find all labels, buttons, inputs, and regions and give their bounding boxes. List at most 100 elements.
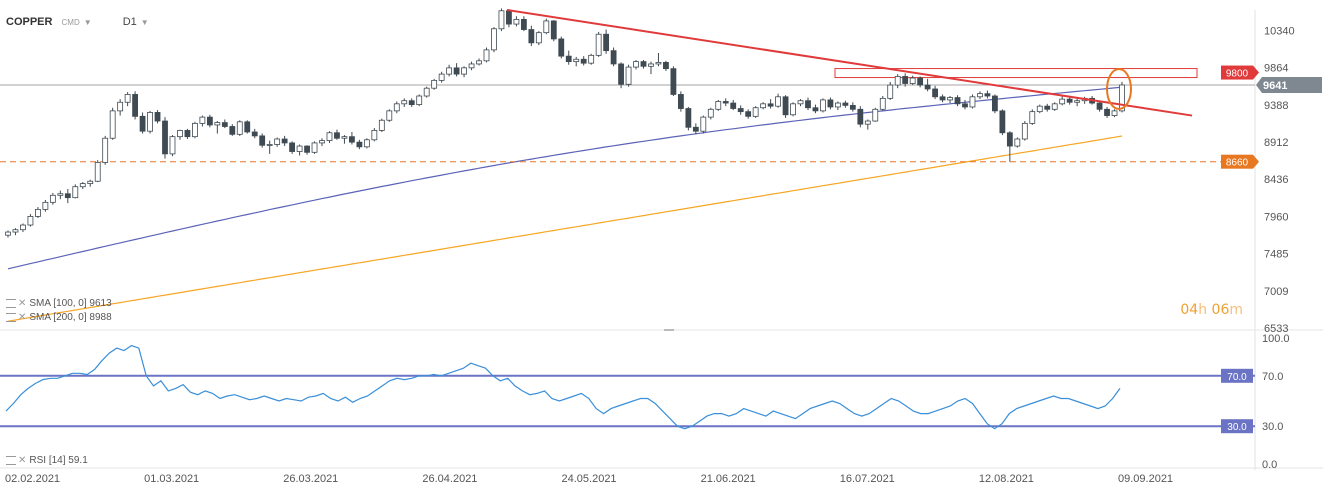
time-tick-label: 09.09.2021	[1118, 473, 1173, 485]
candle-down	[259, 135, 266, 146]
rsi-level-badge	[1221, 419, 1253, 434]
candle-down	[954, 97, 961, 105]
candle-up	[535, 32, 542, 44]
candle-down	[917, 77, 924, 86]
candle-down	[304, 145, 310, 153]
time-tick-label: 21.06.2021	[701, 473, 756, 485]
candle-down	[782, 96, 789, 116]
candle-down	[520, 18, 527, 30]
rsi-tick-label: 100.0	[1262, 333, 1290, 345]
candle-down	[827, 99, 834, 108]
candle-up	[513, 18, 520, 25]
close-icon[interactable]: ✕	[18, 455, 27, 466]
price-tick-label: 10340	[1264, 25, 1295, 37]
candle-up	[192, 122, 198, 138]
candle-down	[132, 94, 139, 117]
candle-down	[1044, 105, 1051, 110]
rsi-tick-label: 0.0	[1262, 459, 1277, 471]
candle-up	[236, 121, 243, 135]
candle-up	[319, 140, 325, 144]
symbol-label[interactable]: COPPER	[6, 16, 53, 28]
candle-down	[745, 111, 752, 117]
candle-down	[244, 121, 251, 133]
rsi-label: RSI [14] 59.1	[29, 455, 88, 466]
candle-down	[939, 96, 946, 101]
candle-up	[42, 201, 49, 210]
rsi-level-text: 70.0	[1227, 372, 1247, 383]
candle-down	[984, 93, 991, 97]
candle-up	[57, 193, 64, 196]
resistance-zone	[834, 68, 1198, 79]
timer-minutes-unit: m	[1229, 302, 1243, 318]
candle-up	[752, 107, 759, 117]
timer-minutes: 06	[1211, 302, 1230, 318]
candle-down	[805, 100, 811, 109]
candle-up	[177, 130, 183, 138]
candle-up	[1036, 105, 1043, 113]
indicator-settings-icon[interactable]	[6, 312, 16, 322]
candle-up	[700, 116, 707, 132]
candle-down	[722, 101, 729, 104]
price-tick-label: 9388	[1264, 100, 1288, 112]
candle-down	[558, 38, 565, 57]
legend-rsi: ✕ RSI [14] 59.1	[6, 455, 88, 466]
candle-down	[857, 108, 864, 125]
price-tick-label: 7009	[1264, 286, 1288, 298]
candle-up	[707, 108, 714, 118]
candle-down	[902, 76, 909, 84]
time-tick-label: 02.02.2021	[5, 473, 60, 485]
badge-9800-text: 9800	[1226, 69, 1249, 80]
candle-up	[102, 137, 109, 163]
candle-up	[872, 108, 879, 122]
candle-up	[79, 183, 86, 188]
candle-up	[401, 100, 408, 105]
candle-down	[991, 95, 998, 112]
candle-up	[438, 73, 445, 81]
candle-up	[393, 103, 400, 112]
candle-down	[334, 132, 340, 139]
candle-down	[453, 67, 460, 75]
rsi-tick-label: 30.0	[1262, 421, 1283, 433]
price-tick-label: 7485	[1264, 249, 1288, 261]
candle-up	[423, 87, 430, 97]
badge-8660	[1221, 154, 1253, 169]
candle-up	[573, 58, 580, 63]
highlight-ellipse	[1106, 67, 1132, 110]
exchange-label: CMD	[61, 18, 80, 27]
rsi-level-text: 30.0	[1227, 422, 1247, 433]
candle-up	[341, 136, 348, 139]
candle-up	[416, 95, 423, 106]
indicator-settings-icon[interactable]	[6, 298, 16, 308]
candle-up	[461, 67, 467, 75]
candle-up	[797, 100, 804, 105]
candle-down	[812, 107, 819, 112]
time-tick-label: 16.07.2021	[840, 473, 895, 485]
candle-down	[506, 10, 512, 25]
price-tick-label: 9864	[1264, 63, 1288, 75]
candle-down	[640, 61, 647, 67]
rsi-tick-label: 70.0	[1262, 371, 1283, 383]
indicator-settings-icon[interactable]	[6, 455, 16, 465]
candle-up	[715, 101, 722, 110]
chevron-down-icon[interactable]: ▼	[140, 18, 149, 27]
price-tick-label: 8912	[1264, 137, 1288, 149]
chevron-down-icon[interactable]: ▼	[83, 18, 92, 27]
candle-up	[378, 119, 385, 131]
candle-up	[124, 94, 131, 103]
candle-up	[476, 60, 482, 65]
candle-up	[1021, 122, 1028, 140]
candle-up	[12, 229, 19, 233]
candle-up	[1059, 98, 1066, 105]
candle-down	[162, 120, 168, 155]
candle-up	[879, 97, 886, 110]
candle-down	[356, 141, 363, 148]
candle-down	[251, 131, 258, 137]
timeframe-label[interactable]: D1	[122, 16, 137, 28]
candle-up	[296, 145, 303, 152]
candle-down	[349, 136, 355, 143]
close-icon[interactable]: ✕	[18, 298, 27, 309]
close-icon[interactable]: ✕	[18, 312, 27, 323]
candle-up	[1111, 110, 1118, 116]
candle-up	[386, 110, 393, 121]
